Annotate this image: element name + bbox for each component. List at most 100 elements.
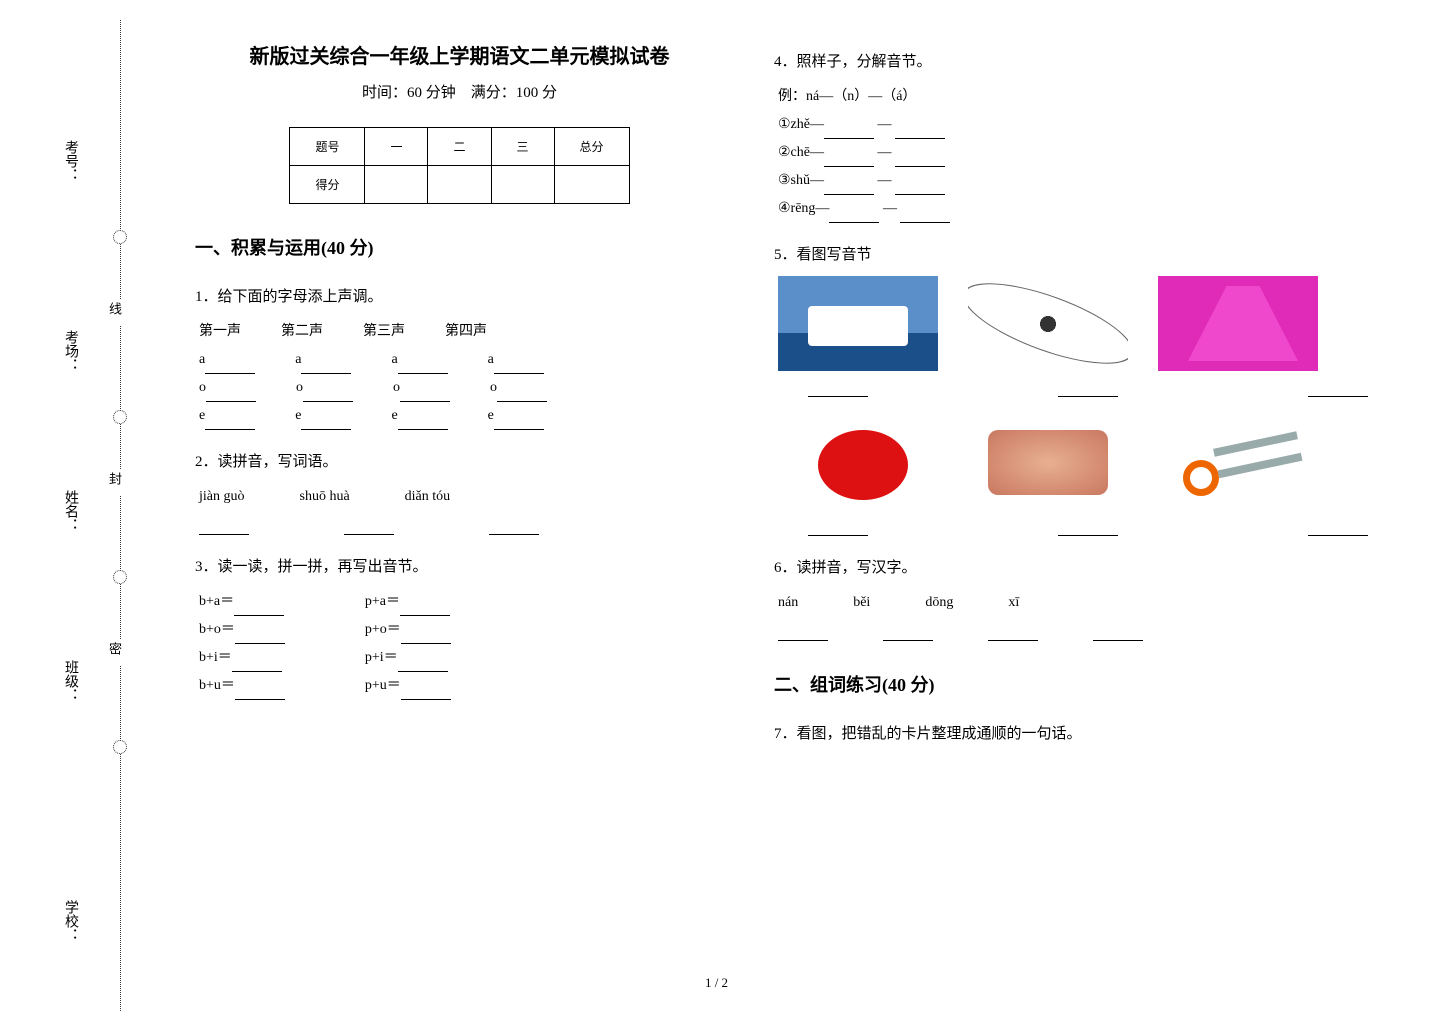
margin-circle xyxy=(113,410,127,424)
answer-blank xyxy=(895,151,945,167)
answer-blank xyxy=(489,519,539,535)
score-header: 三 xyxy=(491,128,554,166)
answer-blank xyxy=(494,358,544,374)
side-label-name: 姓名： xyxy=(60,490,80,532)
spell-item: p+u＝ xyxy=(365,678,401,693)
q4-item: ③shǔ— xyxy=(778,173,824,188)
section-2-heading: 二、组词练习(40 分) xyxy=(774,671,1368,697)
image-skirt xyxy=(1158,276,1318,371)
tone-header: 第二声 xyxy=(281,324,323,339)
tone-letter: o xyxy=(490,380,497,395)
answer-blank xyxy=(778,625,828,641)
binding-margin: 考号： 线 考场： 封 姓名： 密 班级： 学校： xyxy=(0,0,140,1011)
answer-blank xyxy=(232,656,282,672)
score-label: 得分 xyxy=(290,166,365,204)
answer-blank xyxy=(301,358,351,374)
answer-blank xyxy=(400,600,450,616)
pinyin-item: běi xyxy=(853,589,870,617)
margin-circle xyxy=(113,230,127,244)
answer-blank xyxy=(344,519,394,535)
answer-blank xyxy=(988,625,1038,641)
answer-blank xyxy=(199,519,249,535)
answer-blank xyxy=(900,207,950,223)
answer-blank xyxy=(401,684,451,700)
tone-letter: o xyxy=(393,380,400,395)
q7-title: 7．看图，把错乱的卡片整理成通顺的一句话。 xyxy=(774,722,1368,743)
answer-blank xyxy=(494,414,544,430)
answer-blank xyxy=(398,656,448,672)
q1-title: 1．给下面的字母添上声调。 xyxy=(195,285,724,306)
score-header: 一 xyxy=(365,128,428,166)
pinyin-item: shuō huà xyxy=(300,483,350,511)
answer-blank xyxy=(824,151,874,167)
score-cell xyxy=(491,166,554,204)
answer-blank xyxy=(400,386,450,402)
q4-item: ②chē— xyxy=(778,145,824,160)
right-column: 4．照样子，分解音节。 例：ná—（n）—（á） ①zhě— — ②chē— —… xyxy=(749,40,1393,991)
tone-header: 第三声 xyxy=(363,324,405,339)
score-cell xyxy=(365,166,428,204)
q3-content: b+a＝ b+o＝ b+i＝ b+u＝ p+a＝ p+o＝ p+i＝ p+u＝ xyxy=(199,588,724,700)
answer-blank xyxy=(398,358,448,374)
tone-letter: o xyxy=(296,380,303,395)
q2-content: jiàn guò shuō huà diǎn tóu xyxy=(199,483,724,535)
spell-item: p+o＝ xyxy=(365,622,401,637)
spell-item: p+a＝ xyxy=(365,594,400,609)
tone-header: 第一声 xyxy=(199,324,241,339)
side-label-examno: 考号： xyxy=(60,140,80,182)
margin-circle xyxy=(113,740,127,754)
q3-title: 3．读一读，拼一拼，再写出音节。 xyxy=(195,555,724,576)
q4-item: ①zhě— xyxy=(778,117,824,132)
answer-blank xyxy=(808,381,868,397)
margin-text-mi: 密 xyxy=(105,640,124,665)
tone-header: 第四声 xyxy=(445,324,487,339)
answer-blank xyxy=(1308,381,1368,397)
answer-blank xyxy=(883,625,933,641)
q4-item: ④rēng— xyxy=(778,201,829,216)
spell-item: b+a＝ xyxy=(199,594,234,609)
pinyin-item: xī xyxy=(1008,589,1019,617)
answer-blank xyxy=(824,123,874,139)
answer-blank xyxy=(895,123,945,139)
pinyin-item: jiàn guò xyxy=(199,483,245,511)
left-column: 新版过关综合一年级上学期语文二单元模拟试卷 时间：60 分钟 满分：100 分 … xyxy=(170,40,749,991)
score-header: 总分 xyxy=(554,128,629,166)
margin-dotted-line xyxy=(120,20,121,1011)
answer-blank xyxy=(1058,381,1118,397)
answer-blank xyxy=(205,414,255,430)
margin-text-xian: 线 xyxy=(105,300,124,325)
spell-item: b+i＝ xyxy=(199,650,232,665)
answer-blank xyxy=(205,358,255,374)
image-ship xyxy=(778,276,938,371)
q5-content xyxy=(778,276,1368,536)
tone-letter: o xyxy=(199,380,206,395)
pinyin-item: diǎn tóu xyxy=(405,483,451,511)
spell-item: b+u＝ xyxy=(199,678,235,693)
q6-content: nán běi dōng xī xyxy=(778,589,1368,641)
answer-blank xyxy=(829,207,879,223)
margin-circle xyxy=(113,570,127,584)
answer-blank xyxy=(301,414,351,430)
q4-title: 4．照样子，分解音节。 xyxy=(774,50,1368,71)
paper-subtitle: 时间：60 分钟 满分：100 分 xyxy=(195,81,724,102)
answer-blank xyxy=(303,386,353,402)
score-table: 题号 一 二 三 总分 得分 xyxy=(289,127,629,204)
answer-blank xyxy=(1308,520,1368,536)
q2-title: 2．读拼音，写词语。 xyxy=(195,450,724,471)
answer-blank xyxy=(401,628,451,644)
answer-blank xyxy=(235,628,285,644)
spell-item: p+i＝ xyxy=(365,650,398,665)
answer-blank xyxy=(895,179,945,195)
q1-content: 第一声 第二声 第三声 第四声 a a a a o o o o e e e xyxy=(199,318,724,430)
answer-blank xyxy=(1058,520,1118,536)
answer-blank xyxy=(1093,625,1143,641)
score-cell xyxy=(554,166,629,204)
answer-blank xyxy=(808,520,868,536)
image-mosquito xyxy=(968,276,1128,371)
side-label-room: 考场： xyxy=(60,330,80,372)
page-number: 1 / 2 xyxy=(705,975,728,991)
section-1-heading: 一、积累与运用(40 分) xyxy=(195,234,724,260)
q4-content: 例：ná—（n）—（á） ①zhě— — ②chē— — ③shǔ— — ④rē… xyxy=(778,83,1368,223)
answer-blank xyxy=(235,684,285,700)
image-meat xyxy=(968,415,1128,510)
